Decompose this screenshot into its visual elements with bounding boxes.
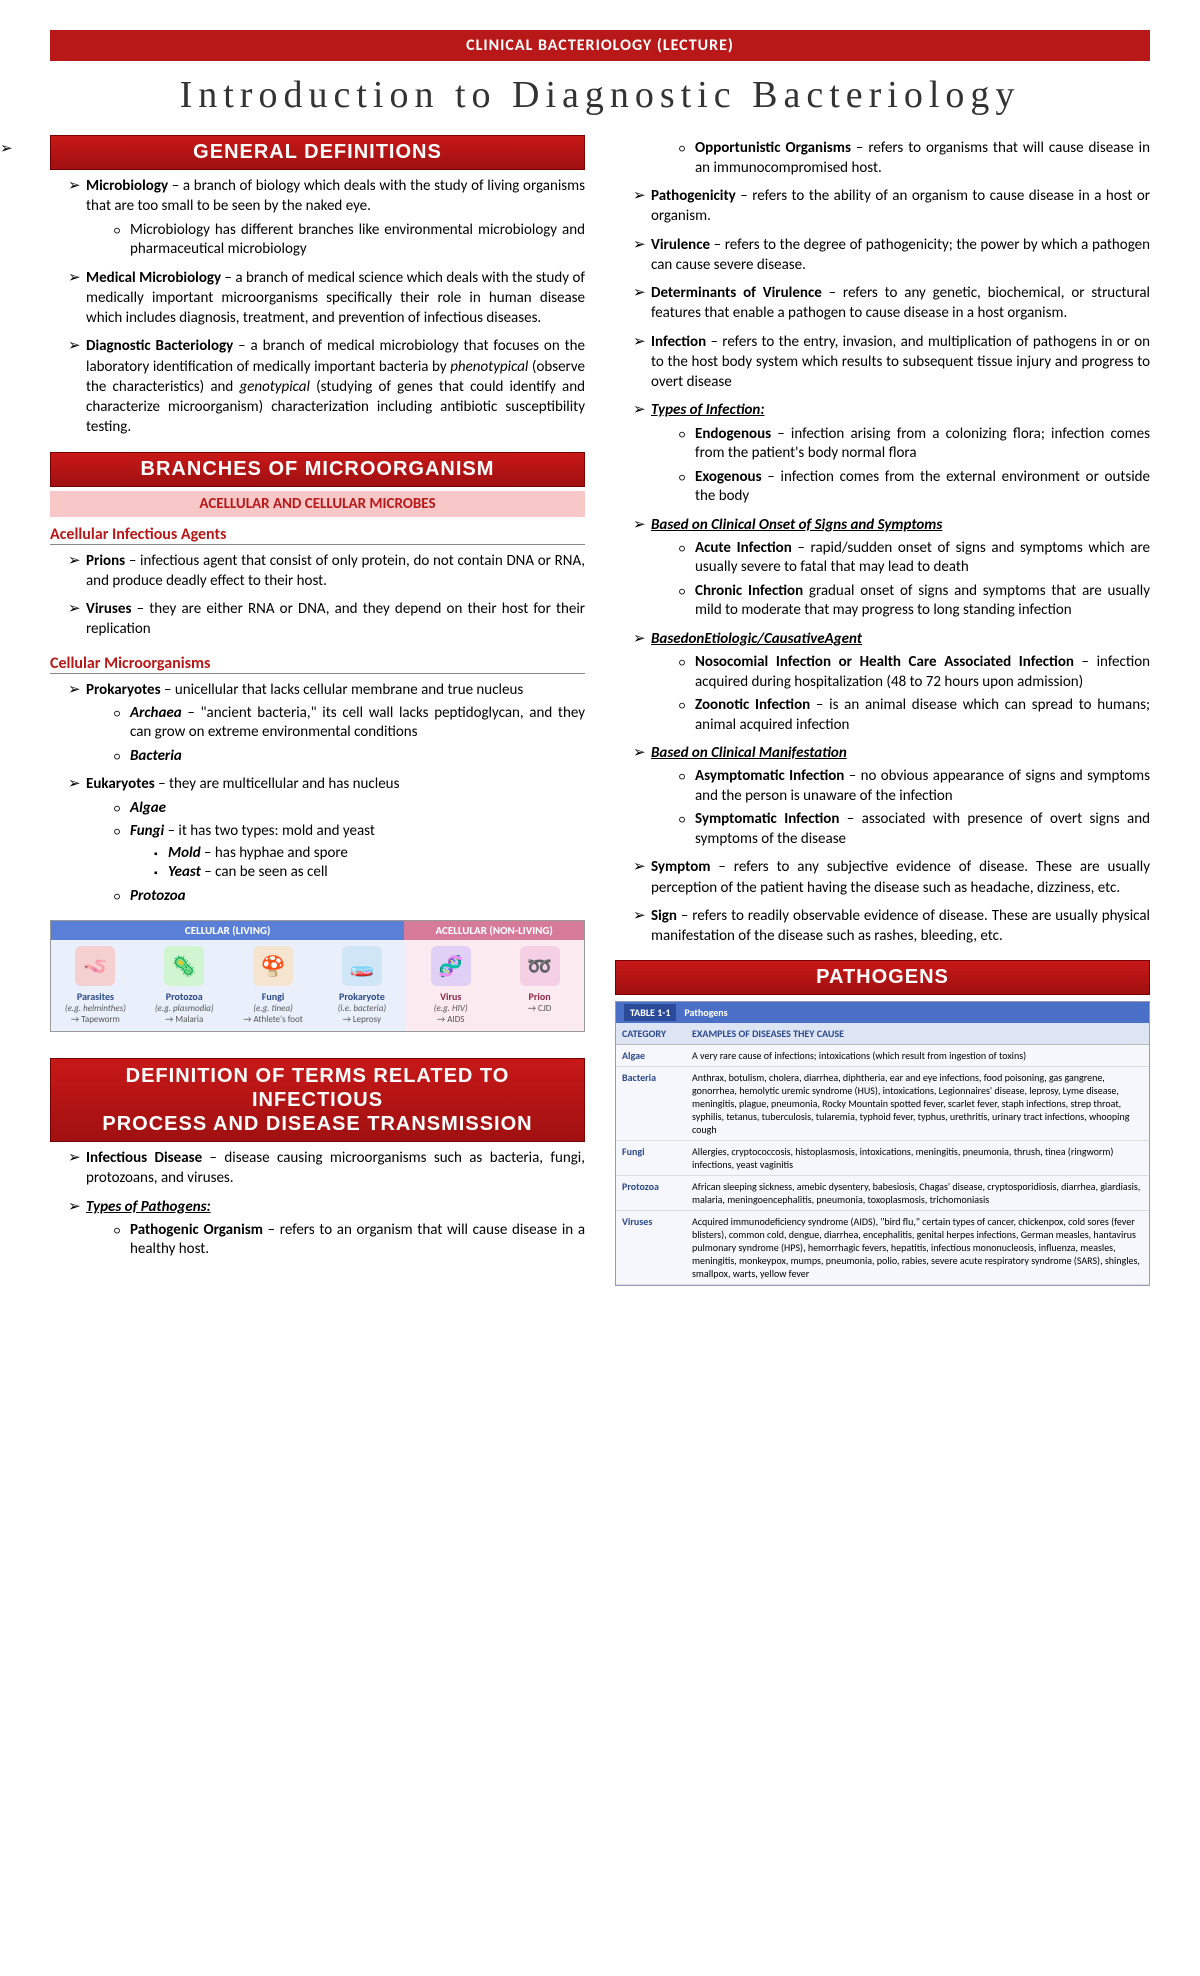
- infectious-terms-list: Infectious Disease – disease causing mic…: [50, 1148, 585, 1260]
- diagram-col-protozoa: 🦠Protozoa(e.g. plasmodia)→ Malaria: [140, 940, 229, 1031]
- heading-acellular-agents: Acellular Infectious Agents: [50, 525, 585, 545]
- table-row: VirusesAcquired immunodeficiency syndrom…: [616, 1211, 1149, 1285]
- two-column-layout: GENERAL DEFINITIONS Microbiology – a bra…: [50, 135, 1150, 1286]
- table-row: FungiAllergies, cryptococcosis, histopla…: [616, 1141, 1149, 1176]
- top-banner: CLINICAL BACTERIOLOGY (LECTURE): [50, 30, 1150, 61]
- header-pathogens: PATHOGENS: [615, 960, 1150, 995]
- header-definition-terms: DEFINITION OF TERMS RELATED TO INFECTIOU…: [50, 1058, 585, 1142]
- acellular-list: Prions – infectious agent that consist o…: [50, 551, 585, 640]
- pathogens-table: TABLE 1-1Pathogens CATEGORYEXAMPLES OF D…: [615, 1001, 1150, 1286]
- table-row: BacteriaAnthrax, botulism, cholera, diar…: [616, 1067, 1149, 1141]
- diagram-col-parasites: 🪱Parasites(e.g. helminthes)→ Tapeworm: [51, 940, 140, 1031]
- diagram-col-prion: ➿Prion→ CJD: [495, 940, 584, 1031]
- heading-cellular-micro: Cellular Microorganisms: [50, 654, 585, 674]
- organism-diagram: CELLULAR (LIVING) ACELLULAR (NON-LIVING)…: [50, 920, 585, 1032]
- diagram-col-prokaryote: 🧫Prokaryote(i.e. bacteria)→ Leprosy: [317, 940, 406, 1031]
- right-column: Opportunistic Organisms – refers to orga…: [615, 135, 1150, 1286]
- diagram-col-virus: 🧬Virus(e.g. HIV)→ AIDS: [406, 940, 495, 1031]
- diagram-header-cellular: CELLULAR (LIVING): [51, 921, 404, 940]
- header-branches: BRANCHES OF MICROORGANISM: [50, 452, 585, 487]
- table-row: ProtozoaAfrican sleeping sickness, amebi…: [616, 1176, 1149, 1211]
- table-row: AlgaeA very rare cause of infections; in…: [616, 1045, 1149, 1067]
- diagram-header-acellular: ACELLULAR (NON-LIVING): [404, 921, 584, 940]
- subheader-acellular-cellular: ACELLULAR AND CELLULAR MICROBES: [50, 491, 585, 517]
- left-column: GENERAL DEFINITIONS Microbiology – a bra…: [50, 135, 585, 1286]
- general-definitions-list: Microbiology – a branch of biology which…: [50, 176, 585, 438]
- cellular-list: Prokaryotes – unicellular that lacks cel…: [50, 680, 585, 907]
- page-title: Introduction to Diagnostic Bacteriology: [50, 73, 1150, 117]
- diagram-col-fungi: 🍄Fungi(e.g. tinea)→ Athlete's foot: [229, 940, 318, 1031]
- right-definitions-list: Opportunistic Organisms – refers to orga…: [615, 139, 1150, 946]
- header-general-definitions: GENERAL DEFINITIONS: [50, 135, 585, 170]
